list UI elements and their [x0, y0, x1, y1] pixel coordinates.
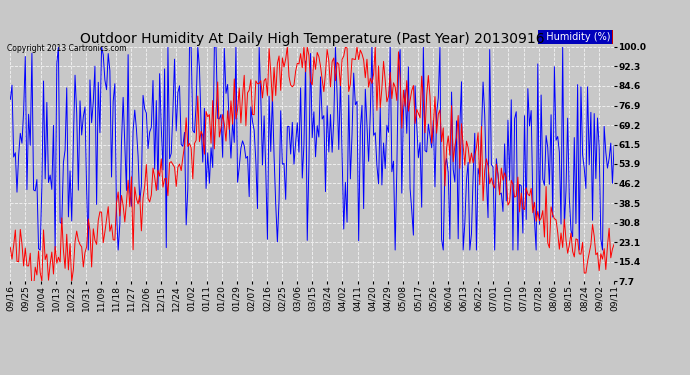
Title: Outdoor Humidity At Daily High Temperature (Past Year) 20130916: Outdoor Humidity At Daily High Temperatu…: [80, 32, 544, 46]
Text: Copyright 2013 Cartronics.com: Copyright 2013 Cartronics.com: [7, 44, 126, 52]
Text: Humidity (%): Humidity (%): [540, 32, 611, 42]
Text: Temp (°F): Temp (°F): [564, 32, 611, 42]
